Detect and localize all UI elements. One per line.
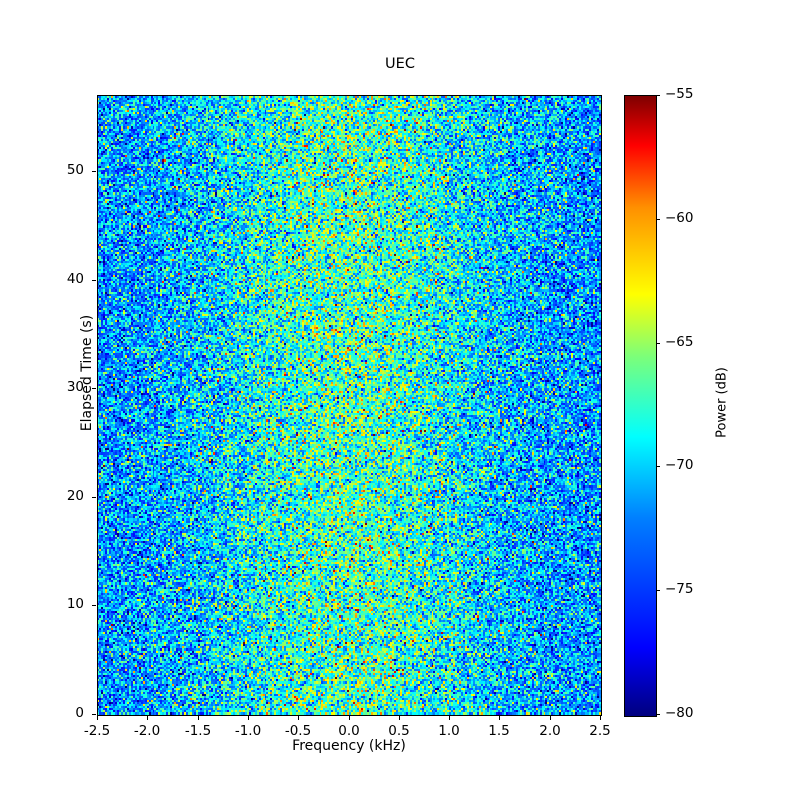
y-axis-label-wrap: Elapsed Time (s) bbox=[57, 95, 95, 715]
x-axis-tick-label: 1.5 bbox=[488, 723, 510, 739]
y-axis-tick bbox=[92, 605, 96, 606]
x-axis-tick-label: -2.0 bbox=[133, 723, 161, 739]
x-axis-tick bbox=[298, 716, 299, 720]
colorbar-tick-label: −80 bbox=[665, 705, 694, 721]
x-axis-tick bbox=[147, 716, 148, 720]
x-axis-tick bbox=[449, 716, 450, 720]
colorbar-tick-label: −55 bbox=[665, 86, 694, 102]
y-axis-tick-label: 0 bbox=[75, 705, 84, 721]
x-axis-tick-label: 0.5 bbox=[388, 723, 410, 739]
spectrogram-plot-area bbox=[97, 95, 602, 716]
colorbar-tick bbox=[656, 343, 660, 344]
x-axis-tick-label: 1.0 bbox=[438, 723, 460, 739]
x-axis-tick bbox=[399, 716, 400, 720]
y-axis-tick bbox=[92, 388, 96, 389]
x-axis-tick bbox=[248, 716, 249, 720]
colorbar-axis: −80 −75 −70 −65 −60 −55 bbox=[656, 86, 694, 721]
y-axis-tick bbox=[92, 714, 96, 715]
x-axis-tick-label: 0.0 bbox=[338, 723, 360, 739]
x-axis-tick-label: -1.5 bbox=[184, 723, 212, 739]
title-line-station: UEC bbox=[385, 56, 415, 72]
colorbar-label-wrap: Power (dB) bbox=[712, 95, 730, 715]
y-axis-tick bbox=[92, 280, 96, 281]
colorbar-tick-label: −65 bbox=[665, 334, 694, 350]
x-axis-tick-label: -1.0 bbox=[234, 723, 262, 739]
colorbar-tick bbox=[656, 590, 660, 591]
x-axis-tick bbox=[600, 716, 601, 720]
x-axis-tick-label: 2.5 bbox=[589, 723, 611, 739]
y-axis-tick-label: 50 bbox=[66, 162, 84, 178]
y-axis-tick bbox=[92, 497, 96, 498]
colorbar-tick-label: −60 bbox=[665, 210, 694, 226]
y-axis-tick bbox=[92, 171, 96, 172]
x-axis-tick bbox=[550, 716, 551, 720]
x-axis-label: Frequency (kHz) bbox=[292, 738, 406, 754]
colorbar-tick-label: −75 bbox=[665, 581, 694, 597]
colorbar-tick bbox=[656, 466, 660, 467]
x-axis: -2.5 -2.0 -1.5 -1.0 -0.5 0.0 0.5 1.0 1.5 2.0 2.5 bbox=[84, 716, 611, 739]
spectrogram-image bbox=[98, 96, 601, 715]
colorbar bbox=[624, 95, 657, 717]
y-axis-tick-label: 30 bbox=[66, 379, 84, 395]
y-axis: 0 10 20 30 40 50 bbox=[67, 95, 97, 721]
x-axis-tick bbox=[349, 716, 350, 720]
x-axis-tick-label: 2.0 bbox=[539, 723, 561, 739]
x-axis-tick bbox=[499, 716, 500, 720]
colorbar-tick bbox=[656, 219, 660, 220]
x-axis-tick bbox=[97, 716, 98, 720]
colorbar-tick bbox=[656, 714, 660, 715]
colorbar-tick bbox=[656, 95, 660, 96]
colorbar-label: Power (dB) bbox=[714, 367, 730, 438]
x-axis-tick bbox=[198, 716, 199, 720]
y-axis-tick-label: 40 bbox=[66, 271, 84, 287]
y-axis-tick-label: 10 bbox=[66, 596, 84, 612]
colorbar-gradient bbox=[625, 96, 656, 716]
x-axis-tick-label: -2.5 bbox=[83, 723, 111, 739]
colorbar-tick-label: −70 bbox=[665, 457, 694, 473]
y-axis-tick-label: 20 bbox=[66, 488, 84, 504]
x-axis-tick-label: -0.5 bbox=[284, 723, 312, 739]
y-axis-label: Elapsed Time (s) bbox=[79, 314, 95, 432]
